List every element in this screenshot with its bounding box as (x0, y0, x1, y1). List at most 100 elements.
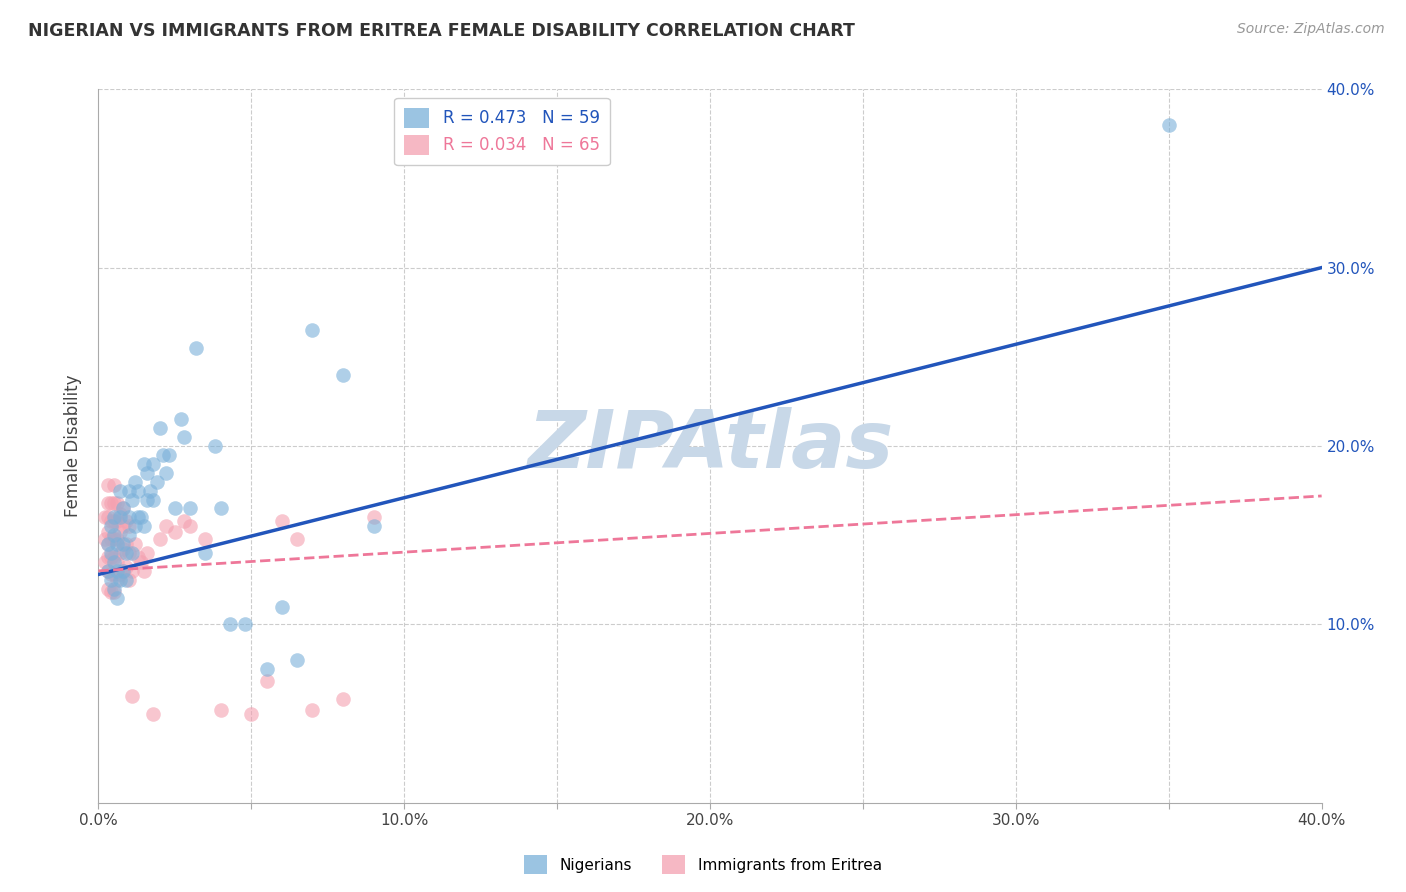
Legend: R = 0.473   N = 59, R = 0.034   N = 65: R = 0.473 N = 59, R = 0.034 N = 65 (395, 97, 610, 165)
Point (100, 549, 122, 564)
Point (163, 524, 186, 539)
Point (100, 573, 122, 587)
Point (118, 546, 141, 560)
Point (179, 501, 201, 516)
Point (219, 617, 242, 632)
Point (105, 496, 128, 510)
Point (136, 546, 159, 560)
Point (118, 483, 141, 498)
Point (103, 555, 125, 569)
Point (97, 510, 120, 524)
Point (136, 466, 159, 480)
Point (103, 585, 125, 599)
Point (155, 466, 177, 480)
Point (209, 703, 232, 717)
Point (129, 510, 152, 524)
Point (149, 421, 172, 435)
Point (124, 519, 146, 533)
Point (173, 514, 195, 528)
Point (142, 457, 165, 471)
Point (209, 501, 232, 516)
Point (97, 496, 120, 510)
Point (100, 496, 122, 510)
Point (204, 439, 226, 453)
Point (97, 582, 120, 596)
Point (256, 674, 278, 689)
Point (108, 524, 131, 539)
Point (163, 501, 186, 516)
Point (97, 478, 120, 492)
Point (152, 448, 174, 462)
Point (194, 532, 217, 546)
Point (134, 519, 156, 533)
Point (186, 341, 208, 355)
Point (173, 430, 195, 444)
Point (270, 514, 292, 528)
Point (103, 567, 125, 582)
Point (127, 510, 149, 524)
Point (100, 514, 122, 528)
Point (108, 507, 131, 521)
Point (100, 567, 122, 582)
Point (285, 653, 308, 667)
Point (129, 555, 152, 569)
Point (127, 549, 149, 564)
Point (108, 483, 131, 498)
Point (233, 617, 256, 632)
Point (100, 585, 122, 599)
Text: NIGERIAN VS IMMIGRANTS FROM ERITREA FEMALE DISABILITY CORRELATION CHART: NIGERIAN VS IMMIGRANTS FROM ERITREA FEMA… (28, 22, 855, 40)
Point (111, 537, 134, 551)
Point (105, 555, 128, 569)
Point (332, 692, 354, 706)
Point (115, 537, 138, 551)
Point (363, 510, 385, 524)
Point (111, 564, 134, 578)
Point (111, 564, 134, 578)
Point (118, 510, 141, 524)
Point (301, 323, 323, 337)
Point (111, 501, 134, 516)
Point (285, 532, 308, 546)
Point (93, 510, 115, 524)
Point (301, 703, 323, 717)
Point (111, 501, 134, 516)
Legend: Nigerians, Immigrants from Eritrea: Nigerians, Immigrants from Eritrea (519, 849, 887, 880)
Point (115, 560, 138, 574)
Point (103, 514, 125, 528)
Point (136, 492, 159, 507)
Point (124, 537, 146, 551)
Text: ZIPAtlas: ZIPAtlas (527, 407, 893, 485)
Point (127, 483, 149, 498)
Y-axis label: Female Disability: Female Disability (63, 375, 82, 517)
Point (118, 528, 141, 542)
Point (363, 519, 385, 533)
Point (100, 519, 122, 533)
Point (105, 564, 128, 578)
Point (121, 492, 143, 507)
Point (179, 519, 201, 533)
Point (105, 537, 128, 551)
Point (97, 564, 120, 578)
Point (115, 546, 138, 560)
Point (105, 591, 128, 605)
Point (145, 475, 167, 489)
Point (118, 573, 141, 587)
Point (124, 475, 146, 489)
Point (97, 564, 120, 578)
Point (93, 532, 115, 546)
Point (134, 564, 156, 578)
Point (121, 546, 143, 560)
Point (270, 599, 292, 614)
Point (100, 532, 122, 546)
Point (103, 510, 125, 524)
Point (93, 555, 115, 569)
Point (149, 532, 172, 546)
Point (111, 542, 134, 557)
Point (105, 573, 128, 587)
Point (103, 478, 125, 492)
Point (157, 448, 180, 462)
Point (97, 524, 120, 539)
Point (97, 537, 120, 551)
Point (103, 549, 125, 564)
Point (240, 706, 263, 721)
